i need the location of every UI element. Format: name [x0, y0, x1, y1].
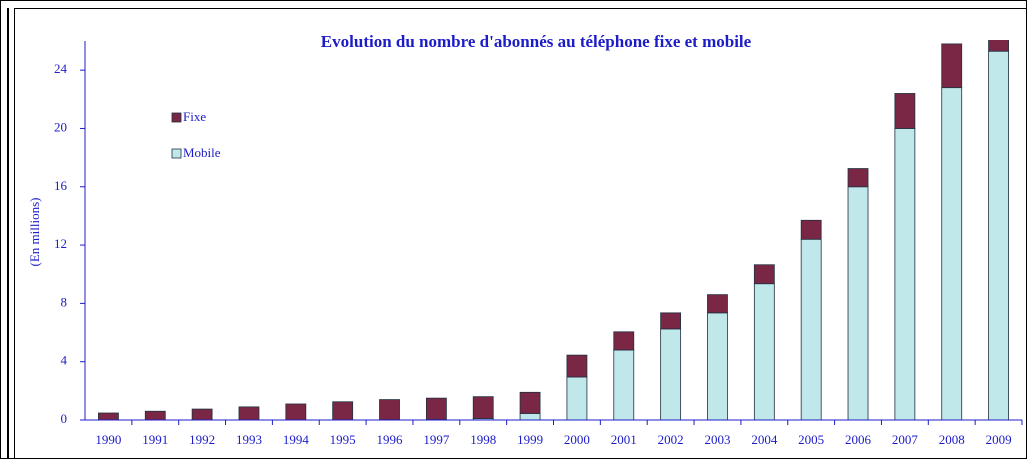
- y-tick-label: 16: [54, 178, 68, 193]
- bar-segment: [800, 219, 822, 240]
- bar-segment: [425, 397, 447, 420]
- x-tick-label: 2000: [564, 432, 590, 447]
- bar-segment: [941, 43, 963, 89]
- bar-segment: [753, 283, 775, 421]
- bar-segment: [988, 50, 1009, 421]
- bar-segment: [472, 396, 494, 419]
- x-tick-label: 2007: [892, 432, 919, 447]
- x-tick-label: 2003: [704, 432, 730, 447]
- y-axis-label: (En millions): [27, 198, 42, 267]
- bar-segment: [847, 168, 869, 188]
- bar-segment: [613, 331, 635, 351]
- y-tick-label: 24: [54, 61, 68, 76]
- bar-segment: [191, 408, 213, 421]
- legend-swatch: [171, 112, 182, 123]
- legend-label: Mobile: [183, 145, 221, 160]
- y-tick-label: 0: [61, 411, 68, 426]
- x-tick-label: 1998: [470, 432, 496, 447]
- x-tick-label: 2002: [658, 432, 684, 447]
- x-tick-label: 2008: [939, 432, 965, 447]
- x-tick-label: 2004: [751, 432, 778, 447]
- bar-segment: [847, 186, 869, 421]
- bar-segment: [660, 312, 682, 330]
- y-tick-label: 8: [61, 294, 68, 309]
- bar-segment: [800, 238, 822, 421]
- bar-segment: [941, 87, 963, 421]
- x-tick-label: 1991: [142, 432, 168, 447]
- bar-segment: [98, 412, 119, 421]
- x-tick-label: 2005: [798, 432, 824, 447]
- bar-segment: [660, 328, 682, 421]
- bar-segment: [379, 399, 400, 421]
- chart-title: Evolution du nombre d'abonnés au télépho…: [321, 32, 752, 51]
- x-tick-label: 2006: [845, 432, 872, 447]
- plot-frame: [14, 8, 1027, 459]
- legend-label: Fixe: [183, 109, 206, 124]
- x-tick-label: 1996: [377, 432, 404, 447]
- x-tick-label: 1997: [423, 432, 450, 447]
- bar-segment: [613, 349, 635, 421]
- bar-segment: [285, 403, 307, 421]
- x-tick-label: 1993: [236, 432, 262, 447]
- x-tick-label: 1994: [283, 432, 310, 447]
- bar-segment: [753, 264, 775, 285]
- bar-segment: [894, 93, 916, 129]
- x-tick-label: 1990: [95, 432, 121, 447]
- bar-segment: [566, 354, 588, 378]
- bar-segment: [144, 410, 166, 421]
- bar-segment: [707, 294, 728, 314]
- bar-segment: [519, 413, 541, 421]
- x-tick-label: 2001: [611, 432, 637, 447]
- x-tick-label: 1999: [517, 432, 543, 447]
- bar-segment: [238, 406, 260, 421]
- y-tick-label: 4: [61, 353, 68, 368]
- bar-segment: [566, 376, 588, 421]
- x-tick-label: 1992: [189, 432, 215, 447]
- x-tick-label: 2009: [986, 432, 1012, 447]
- bar-segment: [519, 391, 541, 414]
- legend-swatch: [171, 148, 182, 159]
- y-tick-label: 12: [54, 236, 67, 251]
- bar-segment: [894, 128, 916, 421]
- y-tick-label: 20: [54, 119, 67, 134]
- x-tick-label: 1995: [330, 432, 356, 447]
- bar-segment: [332, 401, 354, 421]
- bar-segment: [988, 40, 1009, 52]
- bar-segment: [707, 312, 728, 421]
